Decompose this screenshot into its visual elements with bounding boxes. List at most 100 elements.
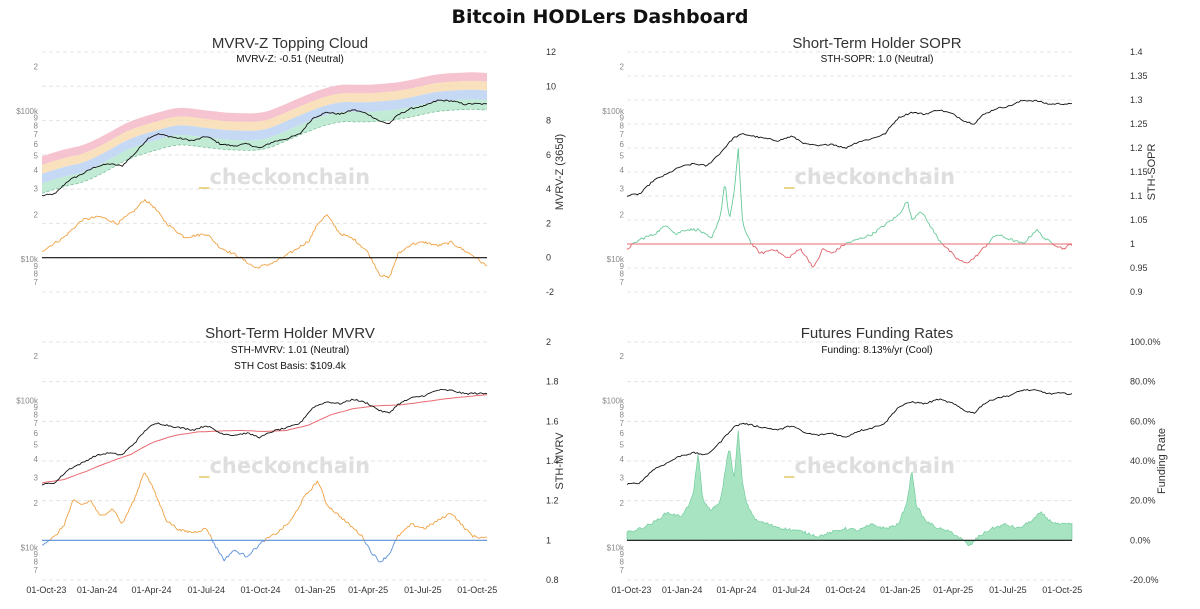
oscillator-segment	[173, 228, 176, 232]
oscillator-segment	[100, 215, 103, 218]
oscillator-segment	[322, 216, 325, 220]
oscillator-segment	[209, 534, 213, 539]
x-tick-label: 01-Jan-25	[295, 585, 336, 595]
oscillator-segment	[301, 497, 304, 501]
oscillator-segment	[267, 536, 269, 539]
right-tick-label: 0	[546, 253, 551, 263]
oscillator-segment	[764, 250, 767, 253]
oscillator-segment	[250, 551, 253, 555]
oscillator-segment	[431, 243, 434, 246]
oscillator-segment	[214, 241, 217, 245]
oscillator-segment	[158, 501, 161, 507]
oscillator-segment	[48, 245, 51, 247]
oscillator-segment	[321, 218, 324, 222]
oscillator-segment	[283, 254, 286, 258]
oscillator-segment	[945, 246, 948, 249]
oscillator-segment	[974, 254, 977, 258]
oscillator-segment	[858, 237, 861, 239]
oscillator-segment	[864, 236, 867, 239]
oscillator-segment	[343, 233, 346, 236]
oscillator-segment	[81, 218, 85, 222]
oscillator-segment	[789, 254, 792, 259]
oscillator-segment	[337, 513, 341, 518]
oscillator-segment	[957, 258, 960, 261]
oscillator-segment	[77, 221, 80, 224]
oscillator-segment	[947, 248, 951, 252]
oscillator-segment	[52, 535, 55, 538]
right-axis-label: STH-SOPR	[1146, 144, 1158, 201]
oscillator-segment	[289, 251, 292, 253]
left-tick-label: 9	[620, 262, 625, 271]
oscillator-segment	[812, 264, 816, 268]
x-tick-label: 01-Jan-24	[662, 585, 703, 595]
oscillator-segment	[458, 520, 462, 525]
oscillator-segment	[346, 234, 349, 237]
oscillator-segment	[107, 219, 109, 222]
oscillator-segment	[180, 234, 183, 236]
oscillator-segment	[264, 264, 267, 266]
right-tick-label: 60.0%	[1130, 416, 1156, 426]
oscillator-segment	[261, 540, 264, 543]
oscillator-segment	[850, 240, 853, 243]
oscillator-segment	[803, 253, 806, 256]
oscillator-segment	[344, 521, 347, 523]
right-tick-label: 0.8	[546, 575, 559, 585]
left-tick-label: 8	[620, 558, 625, 567]
oscillator-segment	[760, 251, 763, 254]
oscillator-segment	[932, 229, 935, 234]
oscillator-segment	[265, 536, 268, 539]
oscillator-segment	[104, 513, 107, 516]
right-tick-label: 1.3	[1130, 95, 1143, 105]
oscillator-segment	[400, 531, 403, 534]
oscillator-segment	[482, 262, 485, 264]
oscillator-segment	[885, 221, 888, 225]
oscillator-segment	[290, 517, 293, 521]
oscillator-segment	[451, 514, 454, 517]
oscillator-segment	[166, 224, 169, 227]
oscillator-segment	[154, 490, 157, 496]
oscillator-segment	[343, 518, 346, 522]
oscillator-segment	[407, 246, 410, 248]
oscillator-segment	[426, 242, 429, 245]
oscillator-segment	[655, 230, 659, 235]
panel-sopr: Short-Term Holder SOPR STH-SOPR: 1.0 (Neu…	[602, 35, 1158, 297]
oscillator-segment	[669, 228, 672, 231]
x-tick-label: 01-Jul-25	[989, 585, 1027, 595]
oscillator-segment	[758, 252, 761, 254]
oscillator-segment	[1056, 246, 1059, 248]
price-line	[41, 99, 488, 197]
oscillator-segment	[233, 549, 236, 552]
oscillator-segment	[319, 486, 322, 490]
oscillator-segment	[456, 519, 458, 521]
oscillator-segment	[391, 543, 395, 548]
oscillator-segment	[465, 528, 468, 531]
oscillator-segment	[668, 227, 671, 230]
oscillator-segment	[172, 226, 175, 230]
left-tick-label: 8	[620, 411, 625, 420]
oscillator-segment	[55, 240, 58, 243]
oscillator-segment	[382, 557, 385, 562]
oscillator-segment	[58, 240, 61, 243]
oscillator-segment	[771, 249, 774, 251]
oscillator-segment	[90, 500, 93, 504]
oscillator-segment	[908, 210, 912, 215]
oscillator-segment	[682, 230, 685, 232]
oscillator-segment	[132, 211, 134, 213]
oscillator-segment	[628, 247, 631, 250]
oscillator-segment	[219, 553, 222, 556]
oscillator-segment	[888, 220, 891, 223]
oscillator-segment	[421, 241, 424, 243]
oscillator-segment	[112, 509, 115, 512]
oscillator-segment	[229, 250, 232, 255]
oscillator-segment	[1002, 235, 1005, 238]
oscillator-segment	[243, 553, 246, 557]
oscillator-segment	[1041, 235, 1044, 239]
oscillator-segment	[428, 523, 431, 527]
oscillator-segment	[335, 512, 337, 514]
oscillator-segment	[51, 244, 54, 247]
oscillator-segment	[138, 202, 142, 206]
oscillator-segment	[248, 553, 251, 556]
oscillator-segment	[770, 249, 772, 251]
oscillator-segment	[234, 549, 238, 553]
